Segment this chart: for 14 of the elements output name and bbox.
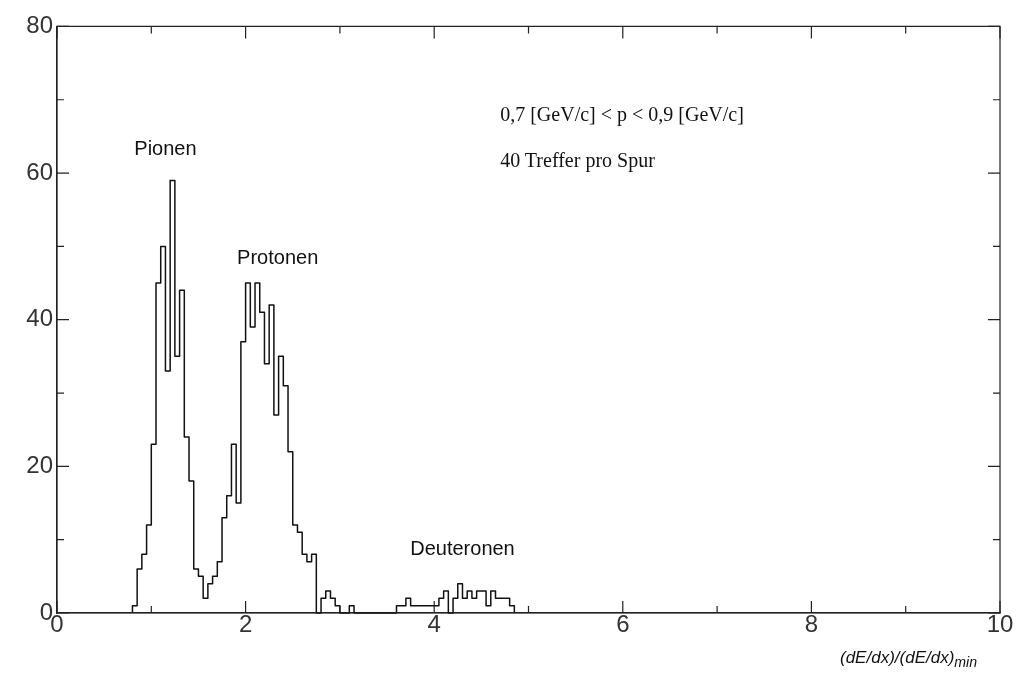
y-tick-label: 60 xyxy=(26,157,53,185)
annotation: Protonen xyxy=(237,246,319,269)
y-tick-label: 80 xyxy=(26,11,53,39)
y-tick-label: 20 xyxy=(26,450,53,478)
x-tick-label: 2 xyxy=(238,610,253,638)
x-tick-label: 4 xyxy=(427,610,441,638)
annotation: Pionen xyxy=(134,136,197,159)
y-tick-label: 40 xyxy=(26,304,53,332)
x-axis-title: (dE/dx)/(dE/dx)$_{min}$ xyxy=(840,648,978,671)
annotation: 0,7 [GeV/c] < p < 0,9 [GeV/c] xyxy=(500,103,744,127)
x-tick-label: 6 xyxy=(616,610,630,638)
x-tick-label: 8 xyxy=(804,610,819,638)
annotation: 40 Treffer pro Spur xyxy=(500,148,656,172)
annotation: Deuteronen xyxy=(410,536,515,559)
